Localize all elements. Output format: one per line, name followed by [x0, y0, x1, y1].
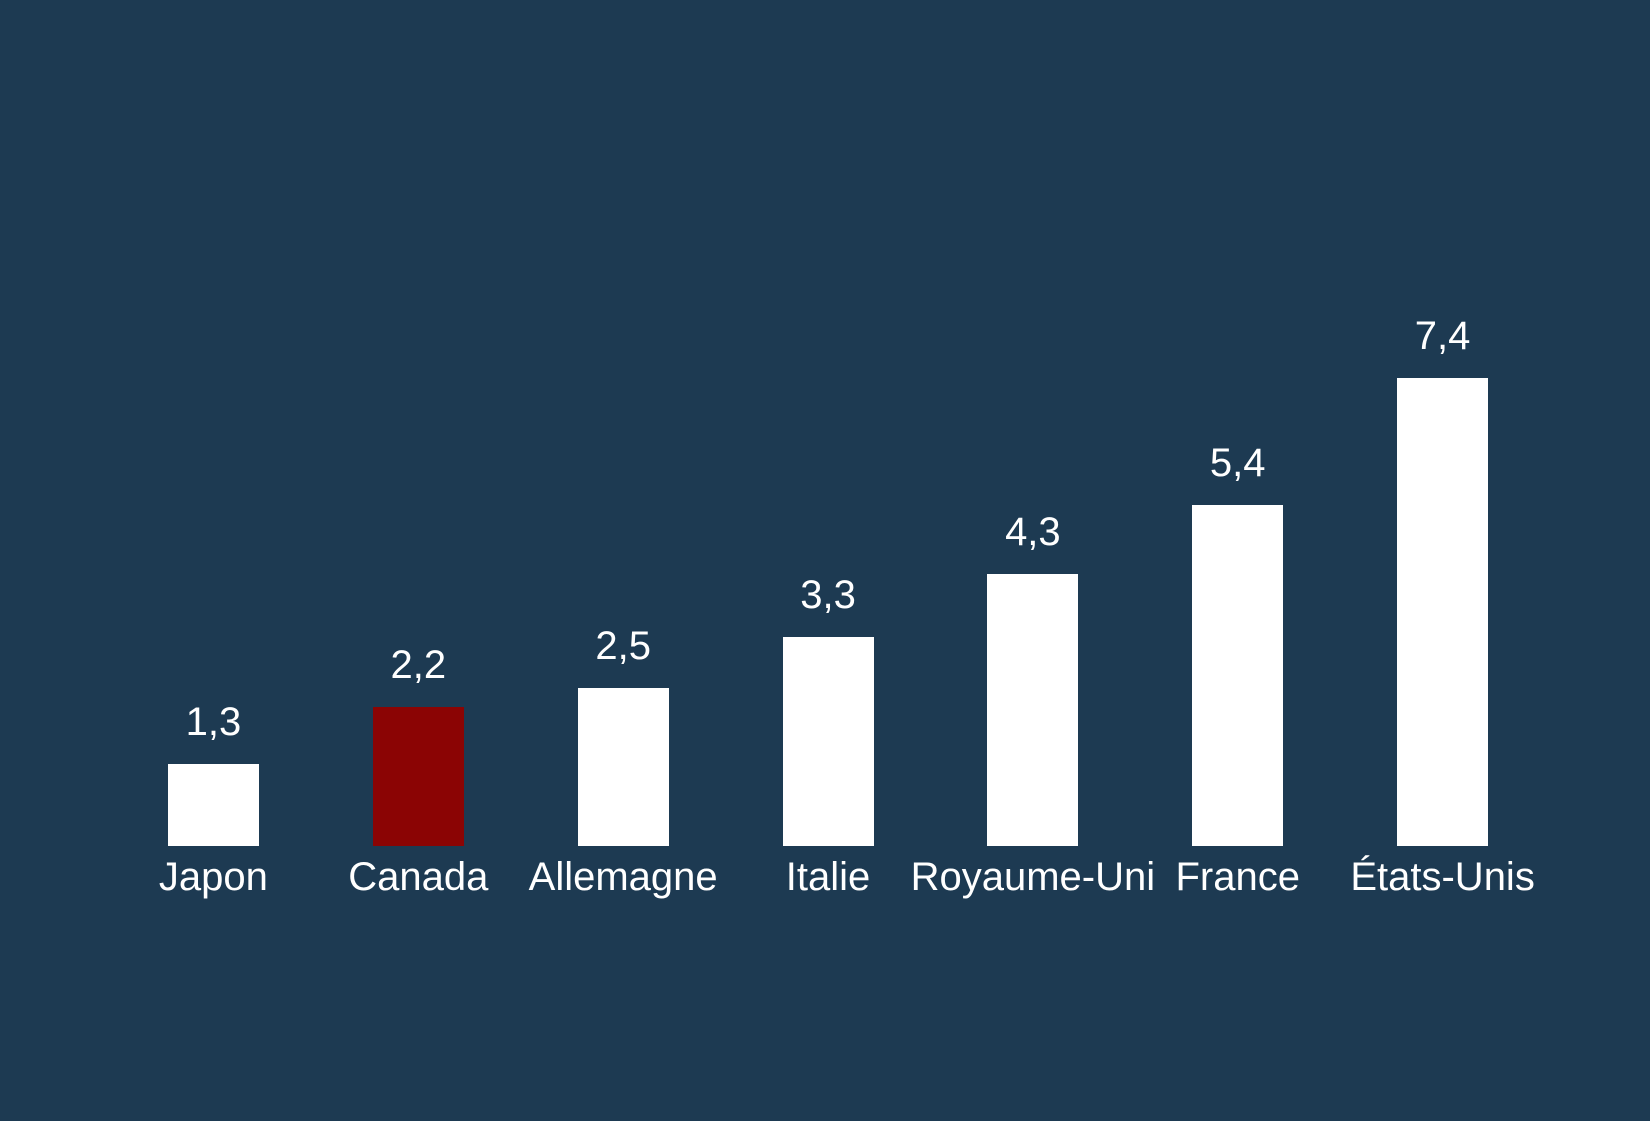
bar-value-label: 2,2: [390, 643, 447, 687]
bar: [372, 707, 464, 846]
bar-chart: 1,3 Japon 2,2 Canada 2,5 Allemagne 3,3 I…: [111, 0, 1545, 899]
bar-column: 2,5 Allemagne: [521, 0, 726, 899]
bar: [1192, 505, 1284, 846]
bar: [782, 637, 874, 846]
bar-category-label: Canada: [348, 855, 489, 899]
bar: [987, 574, 1079, 846]
bar: [167, 764, 259, 846]
bar: [1397, 378, 1489, 846]
bar-column: 2,2 Canada: [316, 0, 521, 899]
bar-value-label: 4,3: [1005, 510, 1061, 554]
bar-category-label: Allemagne: [528, 855, 718, 899]
bar: [577, 688, 669, 846]
bar-value-label: 1,3: [185, 700, 242, 744]
bar-column: 3,3 Italie: [726, 0, 931, 899]
bar-column: 5,4 France: [1135, 0, 1340, 899]
bar-value-label: 3,3: [800, 573, 856, 617]
bar-value-label: 2,5: [595, 624, 651, 668]
bar-category-label: États-Unis: [1350, 855, 1535, 899]
bar-value-label: 5,4: [1209, 441, 1266, 485]
bar-column: 4,3 Royaume-Uni: [911, 0, 1156, 899]
bar-category-label: France: [1175, 855, 1300, 899]
bar-column: 1,3 Japon: [111, 0, 316, 899]
bar-column: 7,4 États-Unis: [1340, 0, 1545, 899]
bar-category-label: Japon: [158, 855, 268, 899]
bar-category-label: Italie: [785, 855, 871, 899]
bar-value-label: 7,4: [1414, 314, 1471, 358]
bar-category-label: Royaume-Uni: [910, 855, 1156, 899]
